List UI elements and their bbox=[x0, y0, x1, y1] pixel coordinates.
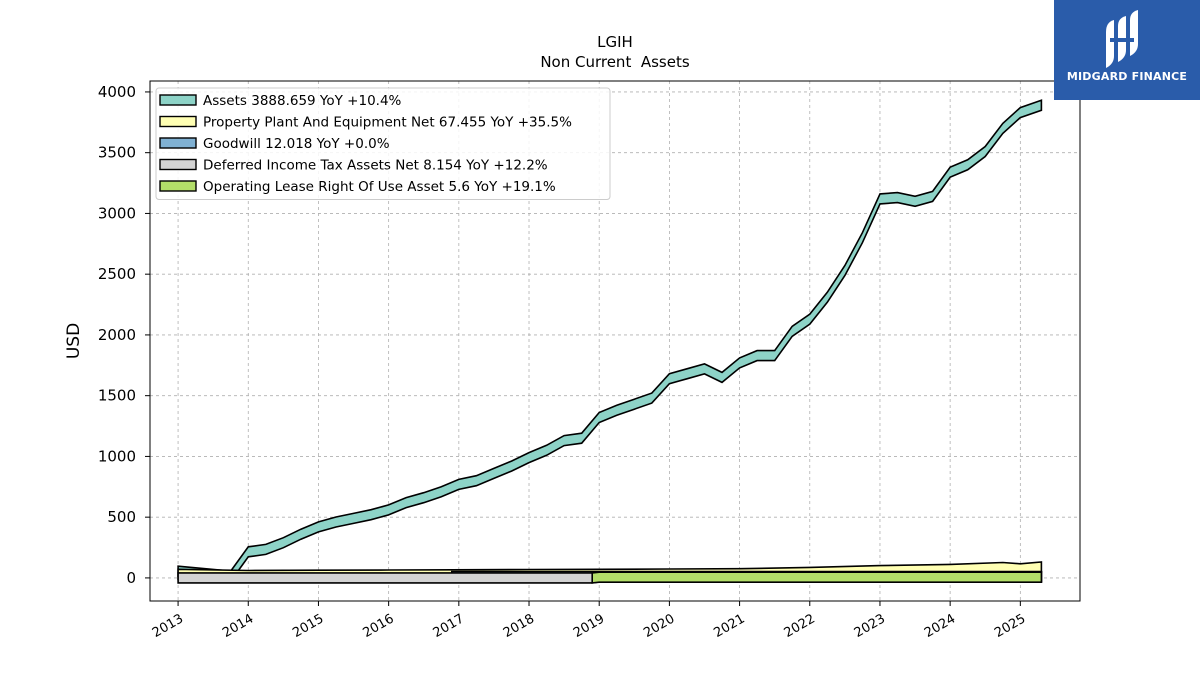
y-tick-label: 3000 bbox=[98, 204, 136, 222]
x-tick-label: 2017 bbox=[431, 611, 467, 641]
x-tick-label: 2025 bbox=[992, 611, 1028, 641]
x-tick-label: 2014 bbox=[220, 611, 256, 641]
plot-frame bbox=[149, 80, 1081, 602]
x-tick-label: 2023 bbox=[852, 611, 888, 641]
series-area-0 bbox=[177, 99, 1043, 582]
legend-label: Goodwill 12.018 YoY +0.0% bbox=[203, 136, 390, 152]
y-tick-label: 0 bbox=[126, 569, 136, 587]
x-tick-label: 2022 bbox=[782, 611, 818, 641]
legend-swatch bbox=[159, 115, 197, 128]
y-tick-label: 4000 bbox=[98, 83, 136, 101]
x-tick-label: 2018 bbox=[501, 611, 537, 641]
brand-name: MIDGARD FINANCE bbox=[1066, 70, 1188, 83]
y-tick-label: 1500 bbox=[98, 387, 136, 405]
legend-label: Operating Lease Right Of Use Asset 5.6 Y… bbox=[203, 179, 556, 195]
x-tick-label: 2021 bbox=[711, 611, 747, 641]
y-tick-label: 500 bbox=[107, 508, 136, 526]
chart-title: LGIH bbox=[597, 33, 633, 51]
x-tick-label: 2016 bbox=[360, 611, 396, 641]
legend-label: Assets 3888.659 YoY +10.4% bbox=[203, 93, 402, 109]
legend-swatch bbox=[159, 158, 197, 171]
y-tick-label: 2500 bbox=[98, 265, 136, 283]
midgard-logo-icon bbox=[1106, 10, 1138, 68]
y-tick-label: 3500 bbox=[98, 144, 136, 162]
y-tick-label: 2000 bbox=[98, 326, 136, 344]
x-tick-label: 2024 bbox=[922, 611, 958, 641]
series-area-4 bbox=[591, 571, 1043, 584]
y-axis-label: USD bbox=[64, 323, 84, 359]
legend-box bbox=[155, 87, 611, 200]
legend-swatch bbox=[159, 180, 197, 192]
legend-label: Property Plant And Equipment Net 67.455 … bbox=[203, 115, 572, 131]
legend-swatch bbox=[159, 94, 197, 106]
x-tick-label: 2015 bbox=[290, 611, 326, 641]
x-tick-label: 2019 bbox=[571, 611, 607, 641]
legend-label: Deferred Income Tax Assets Net 8.154 YoY… bbox=[203, 158, 548, 174]
brand-logo: MIDGARD FINANCE bbox=[1054, 0, 1200, 100]
y-tick-label: 1000 bbox=[98, 447, 136, 465]
x-tick-label: 2013 bbox=[150, 611, 186, 641]
x-tick-label: 2020 bbox=[641, 611, 677, 641]
legend: Assets 3888.659 YoY +10.4% Property Plant… bbox=[155, 87, 611, 200]
chart-subtitle: Non Current Assets bbox=[540, 53, 690, 71]
legend-swatch bbox=[159, 137, 197, 149]
series-areas bbox=[177, 99, 1043, 584]
